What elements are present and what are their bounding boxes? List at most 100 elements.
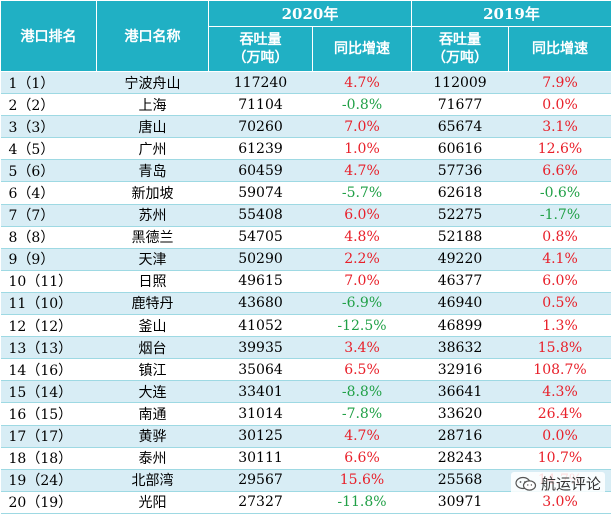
header-growth-2019: 同比增速	[508, 26, 611, 72]
growth-2019-cell: 0.0%	[508, 93, 611, 117]
port-name-cell: 泰州	[96, 447, 209, 470]
table-row: 9（9） 天津 50290 2.2% 49220 4.1%	[0, 248, 611, 271]
header-throughput-2020: 吞吐量 （万吨）	[208, 26, 313, 72]
throughput-2019-cell: 32916	[411, 358, 509, 382]
throughput-2020-cell: 43680	[208, 292, 313, 316]
throughput-2019-cell: 28243	[411, 447, 509, 470]
table-row: 5（6） 青岛 60459 4.7% 57736 6.6%	[0, 159, 611, 183]
growth-2020-cell: 2.2%	[312, 248, 412, 271]
growth-2020-cell: -7.8%	[312, 402, 412, 426]
port-name-cell: 广州	[96, 137, 209, 161]
table-row: 16（15） 南通 31014 -7.8% 33620 26.4%	[0, 402, 611, 426]
table-row: 11（10） 鹿特丹 43680 -6.9% 46940 0.5%	[0, 292, 611, 316]
throughput-2019-cell: 46940	[411, 292, 509, 316]
throughput-2020-cell: 117240	[208, 71, 313, 95]
table-row: 15（14） 大连 33401 -8.8% 36641 4.3%	[0, 380, 611, 404]
growth-2020-cell: 6.6%	[312, 447, 412, 470]
growth-2020-cell: -0.8%	[312, 93, 412, 117]
header-growth-2020: 同比增速	[312, 26, 412, 72]
growth-2020-cell: -6.9%	[312, 292, 412, 316]
port-name-cell: 黄骅	[96, 425, 209, 448]
throughput-2020-cell: 70260	[208, 115, 313, 139]
growth-2020-cell: -11.8%	[312, 491, 412, 514]
rank-cell: 10（11）	[0, 270, 97, 293]
rank-cell: 17（17）	[0, 425, 97, 448]
throughput-2019-cell: 112009	[411, 71, 509, 95]
throughput-2019-cell: 25568	[411, 469, 509, 492]
growth-2019-cell: 0.8%	[508, 226, 611, 249]
port-name-cell: 上海	[96, 93, 209, 117]
throughput-2019-cell: 28716	[411, 425, 509, 448]
rank-cell: 9（9）	[0, 248, 97, 271]
throughput-2020-cell: 54705	[208, 226, 313, 249]
throughput-2020-cell: 30125	[208, 425, 313, 448]
port-name-cell: 南通	[96, 402, 209, 426]
throughput-2019-cell: 49220	[411, 248, 509, 271]
growth-2020-cell: -5.7%	[312, 181, 412, 205]
watermark: 航运评论	[510, 472, 605, 495]
table-row: 17（17） 黄骅 30125 4.7% 28716 0.0%	[0, 425, 611, 448]
header-name: 港口名称	[96, 0, 209, 72]
port-name-cell: 北部湾	[96, 469, 209, 492]
growth-2020-cell: 3.4%	[312, 336, 412, 360]
throughput-2020-cell: 61239	[208, 137, 313, 161]
growth-2020-cell: 6.0%	[312, 204, 412, 227]
table-row: 1（1） 宁波舟山 117240 4.7% 112009 7.9%	[0, 71, 611, 95]
port-name-cell: 釜山	[96, 314, 209, 338]
throughput-2019-cell: 65674	[411, 115, 509, 139]
port-name-cell: 黑德兰	[96, 226, 209, 249]
table-row: 8（8） 黑德兰 54705 4.8% 52188 0.8%	[0, 226, 611, 249]
port-name-cell: 苏州	[96, 204, 209, 227]
table-row: 3（3） 唐山 70260 7.0% 65674 3.1%	[0, 115, 611, 139]
growth-2019-cell: 10.7%	[508, 447, 611, 470]
throughput-2019-cell: 36641	[411, 380, 509, 404]
rank-cell: 20（19）	[0, 491, 97, 514]
growth-2019-cell: 1.3%	[508, 314, 611, 338]
rank-cell: 6（4）	[0, 181, 97, 205]
throughput-2019-cell: 46899	[411, 314, 509, 338]
rank-cell: 4（5）	[0, 137, 97, 161]
growth-2019-cell: 7.9%	[508, 71, 611, 95]
growth-2020-cell: -12.5%	[312, 314, 412, 338]
rank-cell: 15（14）	[0, 380, 97, 404]
rank-cell: 2（2）	[0, 93, 97, 117]
growth-2019-cell: 6.0%	[508, 270, 611, 293]
throughput-2020-cell: 55408	[208, 204, 313, 227]
header-year-2019: 2019年	[411, 0, 611, 27]
throughput-2020-cell: 33401	[208, 380, 313, 404]
port-name-cell: 镇江	[96, 358, 209, 382]
port-name-cell: 日照	[96, 270, 209, 293]
throughput-2020-cell: 39935	[208, 336, 313, 360]
throughput-2020-cell: 49615	[208, 270, 313, 293]
port-name-cell: 烟台	[96, 336, 209, 360]
table-row: 4（5） 广州 61239 1.0% 60616 12.6%	[0, 137, 611, 161]
rank-cell: 1（1）	[0, 71, 97, 95]
rank-cell: 3（3）	[0, 115, 97, 139]
port-name-cell: 光阳	[96, 491, 209, 514]
throughput-2020-cell: 59074	[208, 181, 313, 205]
throughput-2020-cell: 71104	[208, 93, 313, 117]
table-row: 18（18） 泰州 30111 6.6% 28243 10.7%	[0, 447, 611, 470]
rank-cell: 5（6）	[0, 159, 97, 183]
throughput-2020-cell: 35064	[208, 358, 313, 382]
table-row: 2（2） 上海 71104 -0.8% 71677 0.0%	[0, 93, 611, 117]
growth-2019-cell: 0.0%	[508, 425, 611, 448]
throughput-2020-cell: 27327	[208, 491, 313, 514]
rank-cell: 18（18）	[0, 447, 97, 470]
growth-2020-cell: 4.8%	[312, 226, 412, 249]
growth-2019-cell: -0.6%	[508, 181, 611, 205]
table-row: 6（4） 新加坡 59074 -5.7% 62618 -0.6%	[0, 181, 611, 205]
throughput-2019-cell: 71677	[411, 93, 509, 117]
growth-2019-cell: -1.7%	[508, 204, 611, 227]
growth-2020-cell: 1.0%	[312, 137, 412, 161]
rank-cell: 11（10）	[0, 292, 97, 316]
port-name-cell: 宁波舟山	[96, 71, 209, 95]
growth-2019-cell: 15.8%	[508, 336, 611, 360]
table-body: 1（1） 宁波舟山 117240 4.7% 112009 7.9% 2（2） 上海 71104-…	[0, 71, 611, 514]
throughput-2019-cell: 62618	[411, 181, 509, 205]
throughput-2020-cell: 41052	[208, 314, 313, 338]
throughput-2019-cell: 33620	[411, 402, 509, 426]
wechat-icon	[515, 476, 537, 491]
growth-2019-cell: 12.6%	[508, 137, 611, 161]
